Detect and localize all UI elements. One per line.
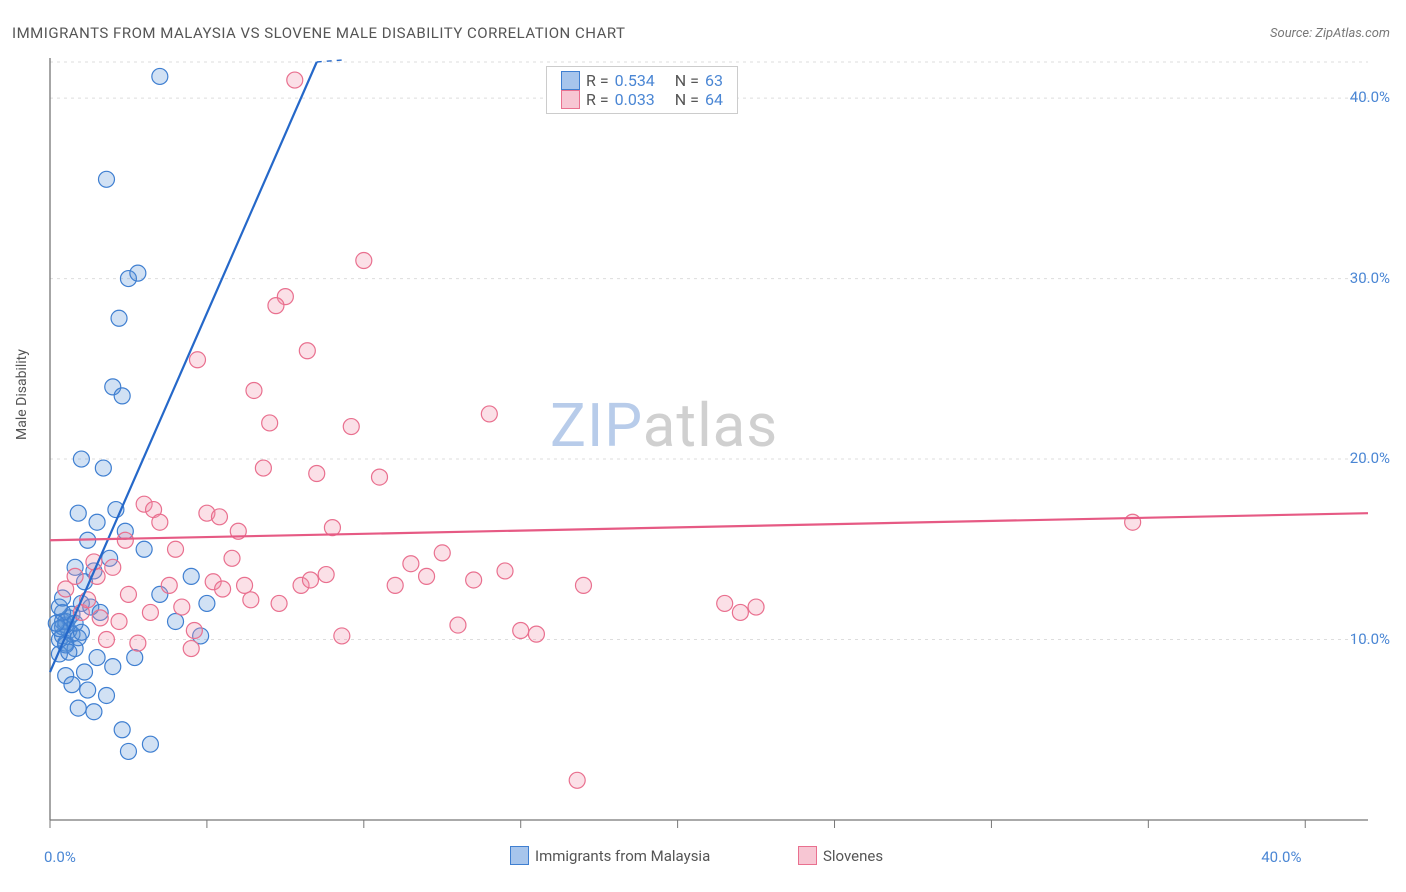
legend-swatch-blue [510,846,529,865]
legend-series-label: Immigrants from Malaysia [535,847,710,865]
legend-N-label: N = [675,90,699,109]
legend-R-label: R = [586,90,609,109]
x-tick-label: 40.0% [1261,848,1301,866]
stats-legend-row: R = 0.033 N = 64 [561,90,723,109]
y-tick-label: 40.0% [1350,88,1390,106]
legend-R-value: 0.033 [615,90,669,109]
legend-N-label: N = [675,71,699,90]
legend-R-label: R = [586,71,609,90]
bottom-legend-item: Immigrants from Malaysia [510,846,710,865]
stats-legend: R = 0.534 N = 63 R = 0.033 N = 64 [546,66,738,114]
legend-swatch-pink [561,90,580,109]
x-tick-label: 0.0% [44,848,76,866]
legend-series-label: Slovenes [823,847,883,865]
y-tick-label: 20.0% [1350,449,1390,467]
legend-swatch-blue [561,71,580,90]
legend-swatch-pink [798,846,817,865]
y-tick-label: 30.0% [1350,269,1390,287]
legend-N-value: 64 [705,90,723,109]
y-tick-label: 10.0% [1350,630,1390,648]
scatter-plot [0,0,1406,892]
bottom-legend-item: Slovenes [798,846,883,865]
legend-R-value: 0.534 [615,71,669,90]
legend-N-value: 63 [705,71,723,90]
stats-legend-row: R = 0.534 N = 63 [561,71,723,90]
